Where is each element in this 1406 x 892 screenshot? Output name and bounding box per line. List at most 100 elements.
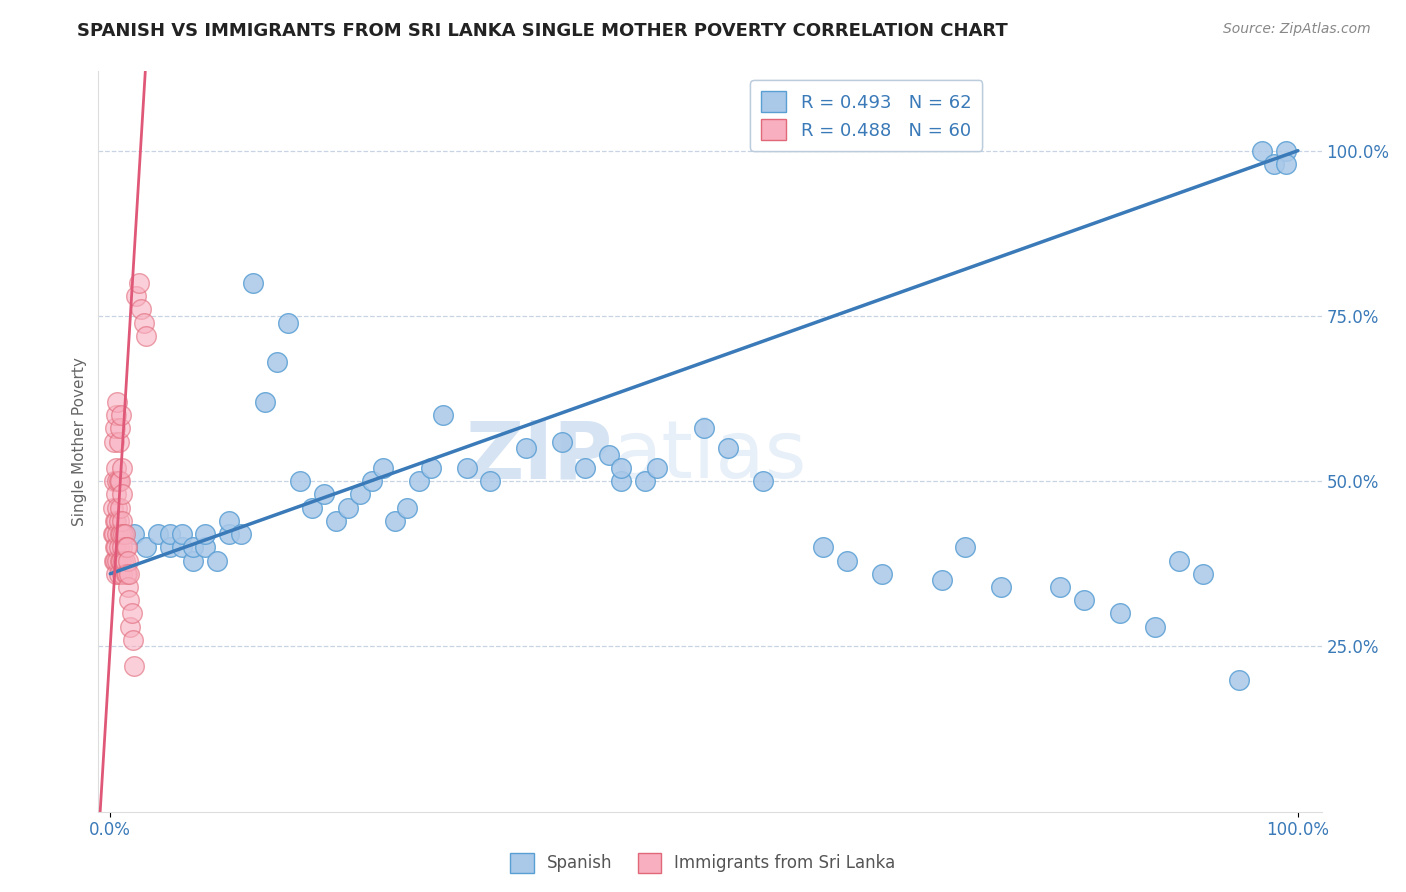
Point bbox=[118, 566, 141, 581]
Point bbox=[115, 541, 138, 555]
Point bbox=[693, 421, 716, 435]
Point bbox=[1275, 157, 1298, 171]
Point bbox=[408, 474, 430, 488]
Point bbox=[115, 566, 138, 581]
Point bbox=[574, 461, 596, 475]
Point bbox=[931, 574, 953, 588]
Legend: R = 0.493   N = 62, R = 0.488   N = 60: R = 0.493 N = 62, R = 0.488 N = 60 bbox=[751, 80, 983, 151]
Point bbox=[170, 541, 193, 555]
Point bbox=[990, 580, 1012, 594]
Point bbox=[111, 487, 134, 501]
Point bbox=[550, 434, 572, 449]
Point bbox=[1192, 566, 1215, 581]
Point bbox=[205, 553, 228, 567]
Point bbox=[135, 541, 157, 555]
Text: Source: ZipAtlas.com: Source: ZipAtlas.com bbox=[1223, 22, 1371, 37]
Point bbox=[218, 514, 240, 528]
Point bbox=[107, 527, 129, 541]
Point bbox=[111, 461, 134, 475]
Point bbox=[135, 328, 157, 343]
Point bbox=[111, 566, 134, 581]
Point bbox=[1251, 144, 1274, 158]
Point bbox=[634, 474, 657, 488]
Point bbox=[1168, 553, 1191, 567]
Point bbox=[112, 527, 135, 541]
Point bbox=[1073, 593, 1095, 607]
Point bbox=[132, 316, 155, 330]
Point bbox=[146, 527, 169, 541]
Text: atlas: atlas bbox=[612, 417, 807, 495]
Point bbox=[479, 474, 502, 488]
Point bbox=[110, 527, 132, 541]
Point bbox=[610, 474, 633, 488]
Point bbox=[170, 527, 193, 541]
Point bbox=[121, 632, 143, 647]
Point bbox=[103, 553, 125, 567]
Point bbox=[194, 527, 217, 541]
Point bbox=[112, 553, 135, 567]
Point bbox=[105, 461, 128, 475]
Point bbox=[325, 514, 347, 528]
Point bbox=[108, 500, 131, 515]
Point bbox=[105, 487, 128, 501]
Point bbox=[103, 527, 125, 541]
Point bbox=[110, 408, 132, 422]
Point bbox=[301, 500, 323, 515]
Point bbox=[128, 276, 150, 290]
Point bbox=[336, 500, 359, 515]
Point bbox=[290, 474, 312, 488]
Point bbox=[114, 541, 136, 555]
Point bbox=[598, 448, 620, 462]
Point bbox=[107, 553, 129, 567]
Legend: Spanish, Immigrants from Sri Lanka: Spanish, Immigrants from Sri Lanka bbox=[503, 847, 903, 880]
Point bbox=[105, 566, 128, 581]
Point bbox=[101, 500, 124, 515]
Point bbox=[312, 487, 335, 501]
Point bbox=[194, 541, 217, 555]
Point bbox=[1275, 144, 1298, 158]
Point bbox=[107, 395, 129, 409]
Point bbox=[101, 527, 124, 541]
Point bbox=[107, 474, 129, 488]
Point bbox=[835, 553, 858, 567]
Point bbox=[159, 527, 181, 541]
Point bbox=[108, 527, 131, 541]
Point bbox=[105, 408, 128, 422]
Point bbox=[103, 434, 125, 449]
Point bbox=[159, 541, 181, 555]
Point bbox=[229, 527, 252, 541]
Point bbox=[183, 541, 205, 555]
Point bbox=[114, 553, 136, 567]
Point bbox=[645, 461, 668, 475]
Point bbox=[105, 541, 128, 555]
Point bbox=[104, 541, 127, 555]
Point bbox=[610, 461, 633, 475]
Y-axis label: Single Mother Poverty: Single Mother Poverty bbox=[72, 357, 87, 526]
Point bbox=[218, 527, 240, 541]
Point bbox=[118, 593, 141, 607]
Point bbox=[108, 553, 131, 567]
Point bbox=[1108, 607, 1130, 621]
Point bbox=[420, 461, 443, 475]
Point bbox=[811, 541, 834, 555]
Point bbox=[384, 514, 406, 528]
Point bbox=[373, 461, 395, 475]
Point bbox=[129, 302, 152, 317]
Point bbox=[183, 553, 205, 567]
Point bbox=[114, 566, 136, 581]
Point bbox=[277, 316, 299, 330]
Point bbox=[122, 527, 145, 541]
Point bbox=[955, 541, 977, 555]
Point bbox=[122, 659, 145, 673]
Point bbox=[1263, 157, 1285, 171]
Point bbox=[111, 541, 134, 555]
Point bbox=[360, 474, 382, 488]
Point bbox=[266, 355, 288, 369]
Point bbox=[125, 289, 148, 303]
Point bbox=[104, 514, 127, 528]
Point bbox=[107, 541, 129, 555]
Point bbox=[1144, 619, 1167, 633]
Point bbox=[117, 553, 139, 567]
Text: ZIP: ZIP bbox=[465, 417, 612, 495]
Point bbox=[111, 514, 134, 528]
